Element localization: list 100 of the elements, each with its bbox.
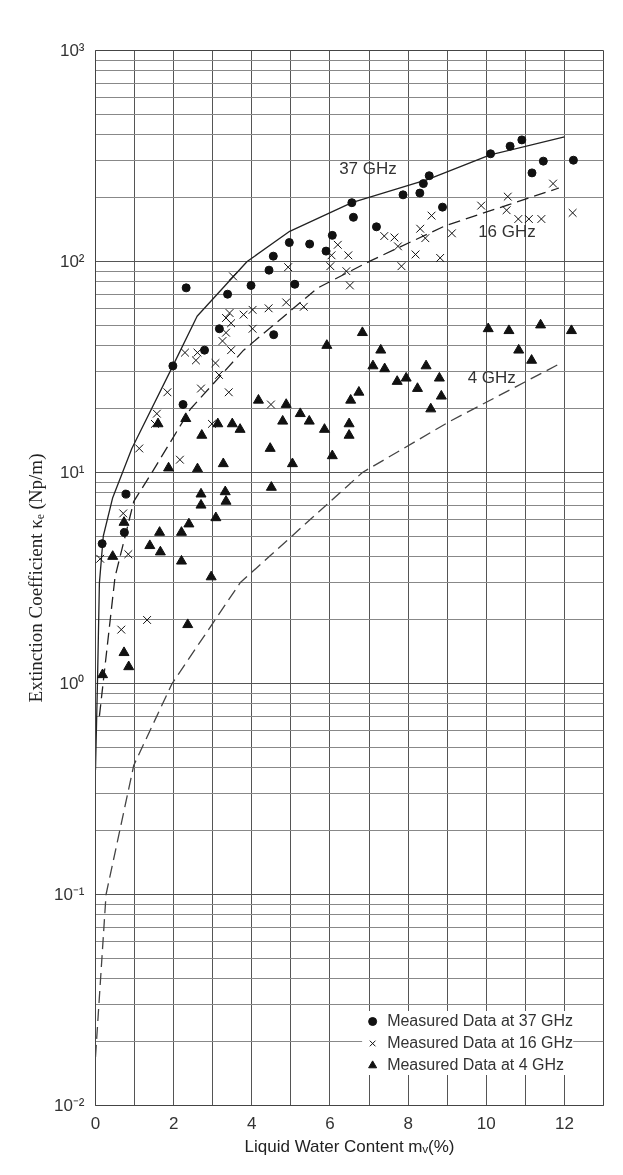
- point: [345, 281, 355, 290]
- point: [415, 188, 425, 198]
- point: [118, 516, 130, 526]
- point: [418, 179, 428, 189]
- point: [175, 455, 185, 465]
- point: [538, 156, 548, 166]
- point: [168, 361, 178, 371]
- point: [195, 498, 207, 509]
- point: [144, 539, 156, 550]
- point: [239, 310, 248, 320]
- point: [327, 250, 336, 260]
- point: [123, 660, 135, 671]
- point: [305, 239, 315, 249]
- point: [95, 554, 105, 564]
- point: [435, 389, 447, 400]
- point: [191, 355, 201, 365]
- point: [182, 618, 194, 629]
- point: [526, 354, 538, 364]
- point: [205, 570, 217, 581]
- point: [264, 442, 276, 452]
- point: [196, 429, 208, 439]
- point: [225, 308, 234, 318]
- point: [343, 250, 353, 260]
- point: [154, 526, 166, 536]
- point: [343, 417, 355, 428]
- point: [299, 302, 309, 312]
- point: [333, 240, 343, 250]
- point: [97, 539, 107, 549]
- point: [503, 192, 513, 202]
- x-tick-label: 2: [168, 1113, 179, 1133]
- point: [219, 485, 231, 496]
- point: [397, 261, 406, 271]
- point: [536, 214, 546, 224]
- point: [181, 283, 191, 293]
- point: [393, 241, 403, 251]
- legend-label: Measured Data at 16 GHz: [387, 1034, 573, 1052]
- point: [318, 423, 330, 433]
- point: [415, 224, 425, 234]
- point: [379, 362, 391, 373]
- point: [326, 449, 338, 460]
- y-tick-label: 10³: [59, 41, 85, 60]
- point: [420, 359, 432, 370]
- y-tick-label: 10⁻²: [53, 1096, 85, 1115]
- point: [502, 205, 511, 215]
- point: [327, 230, 337, 240]
- point: [345, 393, 357, 404]
- point: [447, 228, 457, 238]
- point: [284, 238, 294, 248]
- x-tick-label: 4: [247, 1113, 257, 1133]
- point: [321, 246, 331, 256]
- point: [427, 211, 436, 220]
- point: [343, 429, 355, 439]
- point: [283, 262, 293, 272]
- point: [221, 313, 231, 323]
- point: [535, 318, 547, 329]
- point: [183, 517, 195, 528]
- point: [290, 279, 300, 289]
- point: [210, 511, 222, 522]
- point: [425, 402, 437, 413]
- point: [119, 527, 129, 537]
- point: [123, 549, 133, 559]
- point: [248, 305, 257, 315]
- point: [150, 419, 160, 429]
- point: [568, 208, 578, 218]
- point: [568, 155, 578, 165]
- point: [97, 668, 109, 679]
- x-tick-label: 12: [554, 1113, 574, 1133]
- point: [527, 168, 537, 178]
- point: [277, 414, 289, 425]
- point: [424, 171, 434, 181]
- point: [118, 509, 128, 518]
- point: [191, 462, 203, 473]
- point: [214, 370, 224, 380]
- point: [226, 345, 236, 355]
- point: [248, 324, 257, 334]
- point: [154, 545, 166, 556]
- point: [505, 141, 515, 151]
- point: [486, 149, 496, 159]
- point: [400, 371, 412, 382]
- y-tick-label: 10⁻¹: [53, 885, 85, 904]
- point: [348, 212, 358, 222]
- point: [321, 339, 333, 349]
- point: [221, 328, 231, 338]
- point: [234, 423, 246, 433]
- point: [264, 265, 274, 275]
- point: [565, 324, 577, 335]
- point: [513, 343, 525, 354]
- point: [226, 318, 236, 328]
- point: [264, 303, 273, 313]
- point: [411, 382, 423, 392]
- point: [134, 444, 144, 453]
- x-tick-label: 0: [90, 1113, 101, 1133]
- point: [286, 457, 298, 468]
- point: [391, 375, 403, 385]
- point: [223, 289, 233, 299]
- point: [269, 330, 279, 340]
- point: [280, 398, 292, 408]
- point: [341, 266, 351, 276]
- point: [482, 322, 494, 333]
- point: [211, 358, 220, 368]
